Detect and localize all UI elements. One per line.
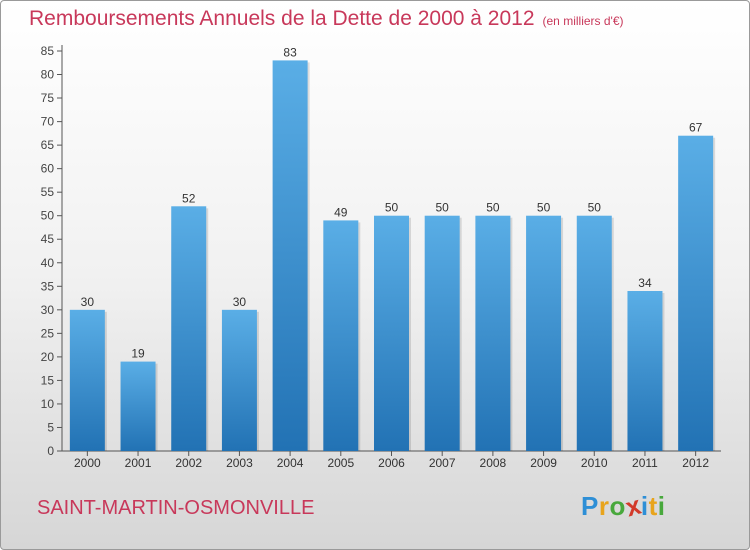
bar-value-label: 50 [436,201,450,215]
y-tick-label: 80 [41,68,55,82]
y-tick-label: 45 [41,232,55,246]
chart-title: Remboursements Annuels de la Dette de 20… [29,7,624,31]
y-tick-label: 15 [41,373,55,387]
bar [627,291,663,451]
y-tick-label: 70 [41,115,55,129]
y-tick-label: 85 [41,44,55,58]
bar [120,361,156,451]
bar [221,309,257,451]
y-tick-label: 60 [41,162,55,176]
y-tick-label: 25 [41,326,55,340]
bar [69,309,105,451]
bar [475,215,511,451]
bar-value-label: 30 [81,295,95,309]
x-tick-label: 2006 [378,456,405,470]
bar [272,60,308,451]
bar [323,220,359,451]
logo-letter: o [609,491,626,521]
bar [526,215,562,451]
x-tick-label: 2009 [530,456,557,470]
logo-letter: P [581,491,599,521]
proxiti-logo: Proxiti [581,490,666,523]
y-tick-label: 40 [41,256,55,270]
y-tick-label: 5 [47,420,54,434]
bar [424,215,460,451]
x-tick-label: 2012 [682,456,709,470]
bar-value-label: 30 [233,295,247,309]
y-tick-label: 55 [41,185,55,199]
bar-value-label: 50 [486,201,500,215]
x-tick-label: 2001 [125,456,152,470]
y-tick-label: 75 [41,91,55,105]
bar-value-label: 67 [689,121,703,135]
y-tick-label: 0 [47,444,54,458]
x-tick-label: 2004 [277,456,304,470]
x-tick-label: 2010 [581,456,608,470]
x-tick-label: 2005 [327,456,354,470]
logo-letter: i [657,491,666,521]
bar-value-label: 50 [537,201,551,215]
bar-value-label: 34 [638,276,652,290]
y-tick-label: 10 [41,397,55,411]
logo-letter: i [640,491,649,521]
y-tick-label: 50 [41,209,55,223]
x-tick-label: 2011 [632,456,658,470]
commune-name: SAINT-MARTIN-OSMONVILLE [37,497,315,519]
logo-letter: r [598,491,610,521]
bar [678,135,714,452]
bar-value-label: 50 [588,201,602,215]
y-tick-label: 20 [41,350,55,364]
x-tick-label: 2008 [480,456,507,470]
x-tick-label: 2000 [74,456,101,470]
bar [576,215,612,451]
x-tick-label: 2007 [429,456,456,470]
bar-value-label: 19 [131,347,145,361]
y-tick-label: 35 [41,279,55,293]
bar [374,215,409,451]
logo-letter: t [648,491,658,521]
bar-value-label: 49 [334,205,348,219]
x-tick-label: 2002 [175,456,202,470]
bar [171,206,207,451]
x-tick-label: 2003 [226,456,253,470]
y-tick-label: 30 [41,303,55,317]
y-tick-label: 65 [41,138,55,152]
chart-title-text: Remboursements Annuels de la Dette de 20… [29,7,535,30]
chart-unit-note: (en milliers d'€) [542,14,624,28]
bar-value-label: 83 [283,45,297,59]
bar-value-label: 50 [385,201,399,215]
bar-value-label: 52 [182,191,196,205]
